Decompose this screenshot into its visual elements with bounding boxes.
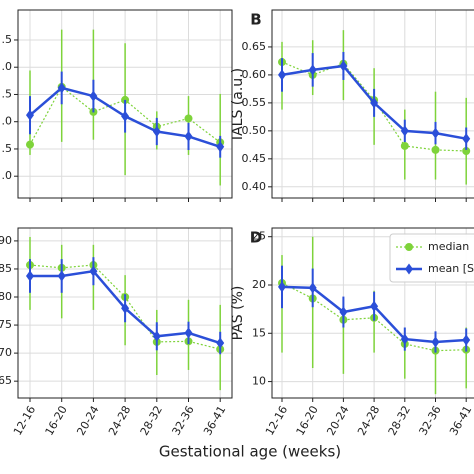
mean-point (152, 330, 161, 342)
mean-point (57, 82, 66, 94)
mean-point (308, 64, 317, 76)
y-tick-label: 0.65 (242, 40, 267, 53)
y-tick-label: .0 (2, 115, 13, 128)
mean-point (339, 306, 348, 318)
mean-point (278, 69, 286, 81)
y-tick-label: 90 (0, 234, 12, 247)
x-tick-label: 28-32 (386, 404, 413, 438)
mean-point (121, 110, 130, 122)
mean-point (462, 334, 471, 346)
mean-point (308, 282, 317, 294)
mean-point (121, 302, 130, 314)
x-tick-label: 16-20 (43, 404, 70, 438)
y-tick-label: 25 (252, 230, 266, 243)
y-tick-label: 75 (0, 318, 12, 331)
mean-point (216, 141, 225, 153)
x-tick-label: 20-24 (74, 404, 101, 438)
x-tick-label: 32-36 (169, 404, 196, 438)
y-tick-label: 0.40 (242, 180, 267, 193)
mean-point (26, 109, 34, 121)
x-tick-label: 36-41 (201, 404, 228, 438)
y-tick-label: .0 (2, 60, 13, 73)
mean-point (462, 133, 471, 145)
mean-point (89, 265, 98, 277)
mean-point (370, 300, 379, 312)
y-tick-label: 65 (0, 374, 12, 387)
y-tick-label: 10 (252, 375, 266, 388)
median-point (184, 114, 193, 123)
y-tick-label: 15 (252, 326, 266, 339)
plot-frame (271, 9, 474, 199)
y-tick-label: 80 (0, 290, 12, 303)
mean-point (57, 270, 66, 282)
x-tick-label: 12-16 (263, 404, 290, 438)
plot-frame (271, 227, 474, 399)
y-axis-label: PAS (%) (230, 286, 246, 341)
median-point (462, 147, 471, 155)
mean-point (400, 125, 409, 137)
mean-point (184, 327, 193, 339)
y-tick-label: 0.60 (242, 68, 267, 81)
median-point (26, 140, 34, 149)
x-tick-label: 16-20 (294, 404, 321, 438)
mean-point (431, 336, 440, 348)
y-tick-label: .0 (2, 169, 13, 182)
x-axis-label: Gestational age (weeks) (159, 443, 341, 461)
mean-point (216, 337, 225, 349)
median-point (431, 145, 440, 154)
legend-swatch-marker (405, 263, 413, 275)
y-tick-label: .5 (2, 33, 13, 46)
x-tick-label: 36-41 (447, 404, 474, 438)
mean-point (339, 60, 348, 72)
y-axis-label: IALS (a.u.) (230, 68, 246, 140)
mean-point (278, 281, 286, 293)
x-tick-label: 24-28 (106, 404, 133, 438)
legend-swatch-marker (405, 243, 413, 251)
y-tick-label: 70 (0, 346, 12, 359)
mean-point (89, 90, 98, 102)
panel-label: D (250, 229, 262, 247)
y-tick-label: 85 (0, 262, 12, 275)
x-tick-label: 12-16 (11, 404, 38, 438)
legend-label: median (428, 240, 469, 253)
x-tick-label: 20-24 (324, 404, 351, 438)
mean-point (184, 130, 193, 142)
y-tick-label: .5 (2, 87, 13, 100)
mean-point (370, 97, 379, 109)
y-tick-label: .5 (2, 142, 13, 155)
legend-label: mean [S (428, 262, 474, 275)
median-point (400, 141, 409, 150)
x-tick-label: 24-28 (355, 404, 382, 438)
y-tick-label: 0.50 (242, 124, 267, 137)
x-tick-label: 28-32 (138, 404, 165, 438)
mean-point (431, 127, 440, 139)
mean-point (26, 270, 34, 282)
y-tick-label: 20 (252, 278, 266, 291)
y-tick-label: 0.55 (242, 96, 267, 109)
mean-point (152, 126, 161, 138)
y-tick-label: 0.45 (242, 152, 267, 165)
panel-label: B (250, 11, 261, 29)
mean-point (400, 333, 409, 345)
x-tick-label: 32-36 (416, 404, 443, 438)
